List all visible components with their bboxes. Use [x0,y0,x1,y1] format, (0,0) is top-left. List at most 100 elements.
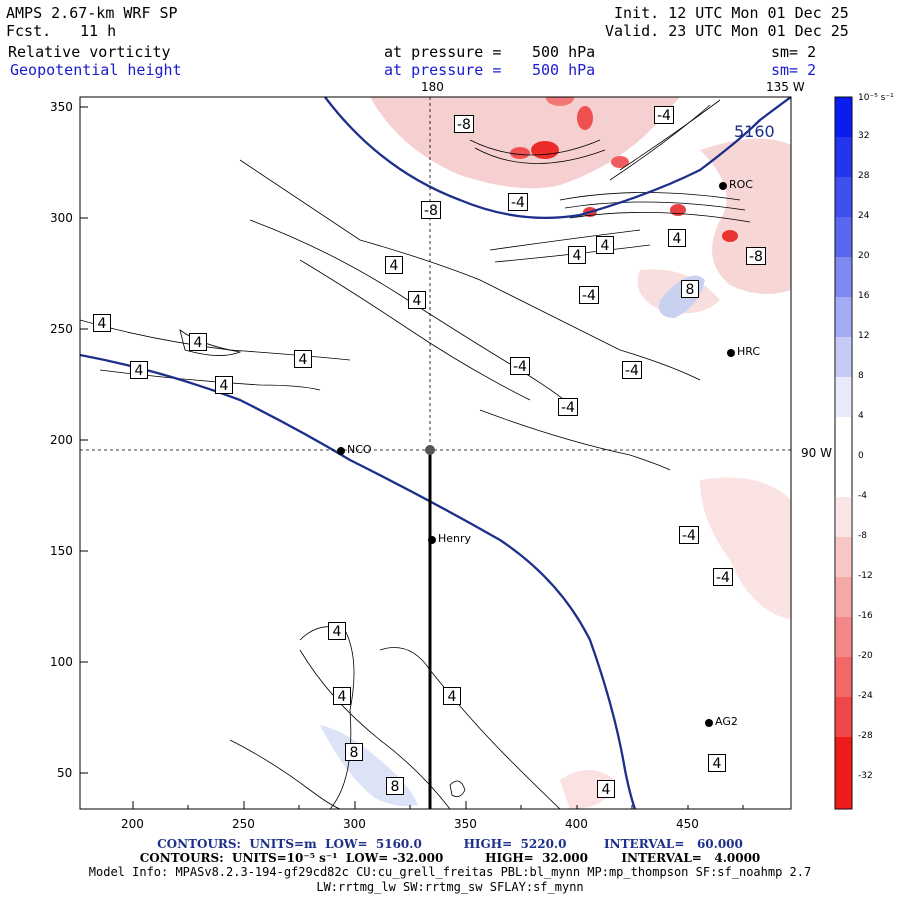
colorbar-label: -24 [858,691,873,701]
station-label: Henry [438,532,472,545]
footer-vorticity-contours: CONTOURS: UNITS=10⁻⁵ s⁻¹ LOW= -32.000 HI… [139,851,761,865]
station-label: HRC [737,345,761,358]
contour-label: 4 [597,780,615,798]
colorbar-label: 8 [858,371,864,381]
contour-label: 8 [345,743,363,761]
axis-ticks [80,106,744,809]
vorticity-contour [299,259,531,401]
contour-label: 4 [215,376,233,394]
contour-label: 4 [294,350,312,368]
y-tick: 100 [50,655,73,669]
map-field [80,97,791,809]
vorticity-core [546,97,574,106]
forecast-label: Fcst. [6,22,52,40]
colorbar-label: 20 [858,251,870,261]
vorticity-contour [239,159,701,381]
contour-label: 4 [596,236,614,254]
colorbar-label: 28 [858,171,870,181]
pressure2-label: at pressure = [384,61,502,79]
contour-label: -4 [558,398,578,416]
station-label: AG2 [715,715,738,728]
y-tick: 300 [50,211,73,225]
height-contour-label: 5160 [734,122,775,141]
contour-label: 4 [708,754,726,772]
vorticity-contour [229,739,341,809]
pressure1-value: 500 hPa [532,43,596,61]
footer-height-contours: CONTOURS: UNITS=m LOW= 5160.0 HIGH= 5220… [157,837,743,851]
map-label-180: 180 [421,80,444,94]
contour-label: 4 [328,622,346,640]
colorbar-label: -8 [858,531,867,541]
contour-label: -4 [679,526,699,544]
x-tick: 450 [676,817,699,831]
negative-vorticity-area [560,770,615,809]
contour-label: 4 [385,256,403,274]
smoothing2: sm= 2 [771,61,817,79]
negative-vorticity-area [700,477,791,620]
colorbar-label: -16 [858,611,873,621]
contour-label: 4 [668,229,686,247]
y-tick: 50 [57,766,73,780]
contour-label: 4 [189,333,207,351]
y-tick: 250 [50,322,73,336]
contour-label: 4 [93,314,111,332]
contour-label: -4 [508,193,528,211]
x-tick: 300 [343,817,366,831]
negative-vorticity-area [700,138,791,294]
colorbar-label: -28 [858,731,873,741]
contour-label: -4 [654,106,674,124]
vorticity-contour [249,219,571,406]
station-label: NCO [347,443,372,456]
y-tick: 350 [50,100,73,114]
vorticity-contour [479,409,671,471]
colorbar-label: -32 [858,771,873,781]
colorbar-label: 16 [858,291,870,301]
station-marker [727,349,735,357]
colorbar-label: -20 [858,651,873,661]
forecast-hour: 11 h [80,22,117,40]
height-contour [80,353,637,809]
model-title: AMPS 2.67-km WRF SP [6,4,178,22]
vorticity-core [510,147,530,159]
field1-name: Relative vorticity [8,43,171,61]
map-frame [79,96,792,810]
height-contour [324,97,791,219]
x-tick: 250 [232,817,255,831]
footer-model-info-2: LW:rrtmg_lw SW:rrtmg_sw SFLAY:sf_mynn [316,880,584,894]
field2-name: Geopotential height [10,61,182,79]
pressure2-value: 500 hPa [532,61,596,79]
colorbar-label: 32 [858,131,870,141]
vorticity-contour [299,626,355,809]
pole-marker [425,445,435,455]
colorbar-label: 0 [858,451,864,461]
x-tick: 200 [121,817,144,831]
x-tick: 350 [454,817,477,831]
contour-label: 4 [130,361,148,379]
contour-label: -4 [510,357,530,375]
x-tick: 400 [565,817,588,831]
negative-vorticity-area [370,97,680,189]
contour-label: 4 [443,687,461,705]
init-time: Init. 12 UTC Mon 01 Dec 25 [614,4,849,22]
colorbar-label: -12 [858,571,873,581]
contour-label: 4 [568,246,586,264]
smoothing1: sm= 2 [771,43,817,61]
y-tick: 150 [50,544,73,558]
map-label-90w: 90 W [801,446,832,460]
colorbar-label: 24 [858,211,870,221]
station-label: ROC [729,178,753,191]
contour-label: -4 [622,361,642,379]
pressure1-label: at pressure = [384,43,502,61]
vorticity-core [722,230,738,242]
vorticity-core [531,141,559,159]
contour-label: -4 [713,568,733,586]
colorbar-label: -4 [858,491,867,501]
valid-time: Valid. 23 UTC Mon 01 Dec 25 [605,22,849,40]
contour-label: 4 [333,687,351,705]
contour-label: 8 [681,280,699,298]
colorbar [834,96,853,810]
vorticity-contour [449,780,466,798]
footer-model-info: Model Info: MPASv8.2.3-194-gf29cd82c CU:… [88,865,812,879]
vorticity-core [611,156,629,168]
